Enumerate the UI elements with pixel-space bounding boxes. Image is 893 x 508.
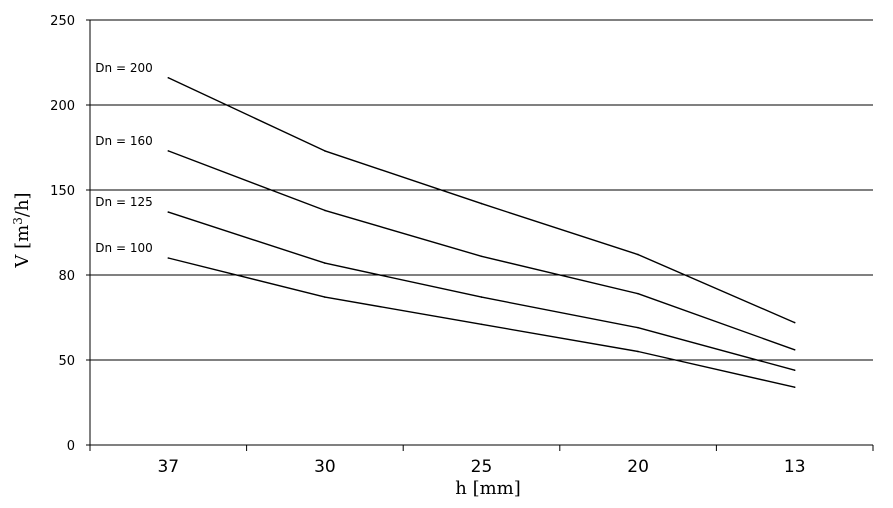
x-tick-label: 30 <box>314 457 336 477</box>
series-label-3: Dn = 100 <box>95 241 152 255</box>
gridlines <box>90 19 873 361</box>
y-tick-label: 200 <box>50 99 75 114</box>
series-line-0 <box>168 77 795 324</box>
x-tick-label: 37 <box>157 457 179 477</box>
data-point <box>324 150 326 152</box>
data-point <box>324 262 326 264</box>
data-point <box>637 253 639 256</box>
y-axis-title-sup: 3 <box>11 217 25 225</box>
x-tick-label: 20 <box>627 457 649 477</box>
x-tick-labels: 37 30 25 20 13 <box>157 457 805 477</box>
data-point <box>793 321 796 324</box>
data-point <box>324 296 326 298</box>
y-tick-label: 250 <box>50 14 75 29</box>
y-tick-label: 0 <box>67 439 75 454</box>
x-axis-title: h [mm] <box>455 478 521 499</box>
y-axis-title: V [m3/h] <box>11 192 33 268</box>
data-point <box>793 349 796 351</box>
data-point <box>793 386 796 389</box>
y-tick-label: 80 <box>58 269 75 284</box>
axes <box>86 19 874 451</box>
series-labels: Dn = 200 Dn = 160 Dn = 125 Dn = 100 <box>95 61 152 255</box>
series-label-2: Dn = 125 <box>95 195 152 209</box>
y-tick-label: 50 <box>58 354 75 369</box>
y-tick-labels: 0 50 80 150 200 250 <box>50 14 75 454</box>
series-lines <box>167 77 796 389</box>
data-point <box>167 257 170 259</box>
data-point <box>324 209 326 212</box>
series-line-1 <box>168 150 795 351</box>
data-point <box>637 292 639 295</box>
data-point <box>167 211 170 213</box>
data-point <box>480 296 483 298</box>
series-label-0: Dn = 200 <box>95 61 152 75</box>
data-point <box>637 326 639 329</box>
data-point <box>793 369 796 372</box>
data-point <box>167 77 170 79</box>
series-line-2 <box>168 211 795 371</box>
x-tick-label: 13 <box>784 457 806 477</box>
data-point <box>480 323 483 326</box>
data-point <box>167 150 170 152</box>
data-point <box>480 202 483 205</box>
data-point <box>637 350 639 353</box>
series-line-3 <box>168 257 795 388</box>
y-tick-label: 150 <box>50 184 75 199</box>
data-point <box>480 255 483 258</box>
series-label-1: Dn = 160 <box>95 134 152 148</box>
y-axis-title-main: V [m <box>12 225 33 269</box>
y-axis-title-tail: /h] <box>12 192 33 217</box>
x-tick-label: 25 <box>471 457 493 477</box>
